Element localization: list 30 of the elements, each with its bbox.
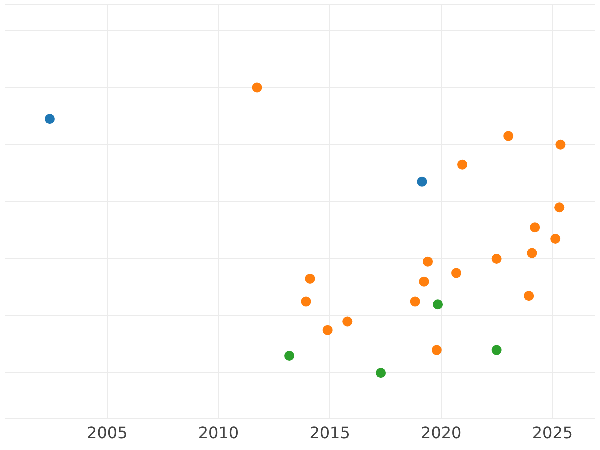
- x-tick-label: 2010: [198, 424, 240, 443]
- point: [410, 296, 420, 307]
- x-tick-label: 2020: [421, 424, 462, 443]
- point: [452, 268, 462, 278]
- point: [432, 345, 442, 356]
- point: [252, 82, 262, 93]
- point: [492, 254, 502, 264]
- point: [556, 140, 566, 150]
- x-tick-label: 2025: [532, 424, 574, 443]
- point: [524, 291, 534, 302]
- point: [554, 202, 565, 213]
- x-tick-label: 2005: [87, 424, 128, 443]
- x-tick-label: 2015: [310, 424, 350, 443]
- point: [342, 316, 353, 327]
- point: [530, 222, 540, 233]
- point: [305, 274, 316, 284]
- point: [44, 114, 55, 124]
- point: [458, 160, 468, 170]
- point: [423, 256, 434, 267]
- point: [550, 234, 561, 244]
- point: [376, 368, 386, 378]
- point: [417, 176, 428, 187]
- point: [527, 248, 538, 258]
- point: [433, 300, 444, 310]
- point: [322, 325, 333, 336]
- point: [301, 296, 312, 307]
- point: [492, 345, 502, 356]
- point: [419, 276, 430, 287]
- point: [284, 351, 295, 362]
- point: [504, 131, 514, 142]
